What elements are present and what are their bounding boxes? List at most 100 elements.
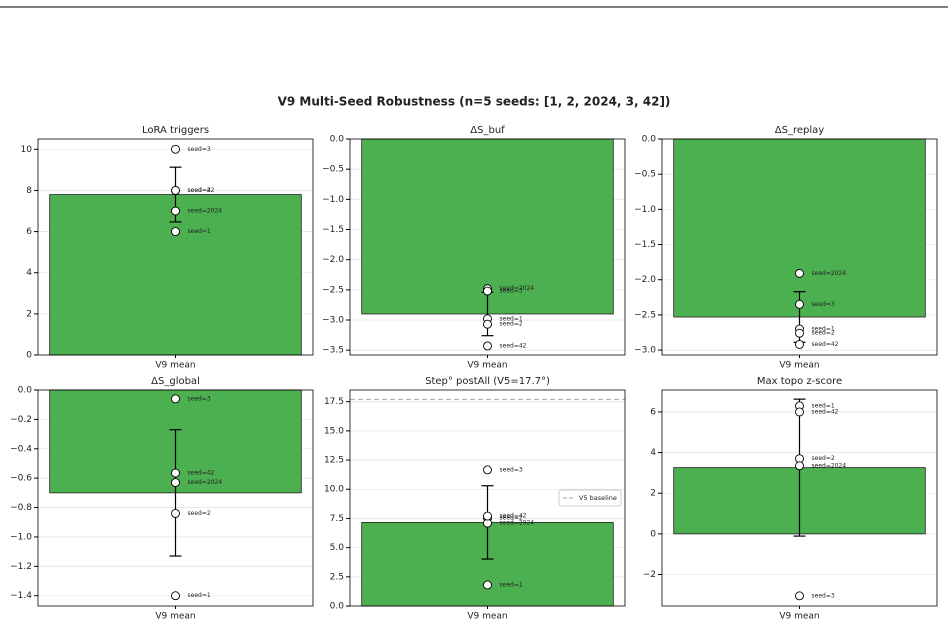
panel-title: Step° postAll (V5=17.7°) <box>425 376 550 387</box>
y-tick-label: 0.0 <box>330 135 345 145</box>
axes-frame <box>661 389 938 607</box>
seed-label: seed=3 <box>188 395 211 402</box>
seed-label: seed=3 <box>500 466 523 473</box>
seed-label: seed=3 <box>812 592 835 599</box>
x-tick-label: V9 mean <box>467 612 507 622</box>
seed-point <box>795 268 804 278</box>
y-tick-label: 17.5 <box>324 397 344 407</box>
seed-label: seed=2 <box>812 455 835 462</box>
seed-label: seed=2024 <box>812 270 847 277</box>
y-tick-label: −1.0 <box>322 195 344 205</box>
seed-label: seed=2024 <box>500 285 535 292</box>
x-tick-label: V9 mean <box>779 612 819 622</box>
seed-point <box>795 339 804 349</box>
y-tick-label: 6 <box>650 407 656 417</box>
y-tick-label: 0.0 <box>330 602 345 612</box>
y-tick-label: 0 <box>650 529 656 539</box>
seed-label: seed=3 <box>188 146 211 153</box>
seed-point <box>483 511 492 521</box>
y-tick-label: −0.2 <box>10 415 32 425</box>
seed-point <box>483 319 492 329</box>
seed-label: seed=42 <box>812 341 839 348</box>
seed-label: seed=2024 <box>188 479 223 486</box>
y-tick-label: −1.5 <box>322 225 344 235</box>
seed-point <box>483 465 492 475</box>
seed-point <box>171 478 180 488</box>
y-tick-label: −1.5 <box>634 240 656 250</box>
y-tick-label: 0 <box>26 351 32 361</box>
y-tick-label: −0.5 <box>634 170 656 180</box>
seed-label: seed=42 <box>500 342 527 349</box>
seed-point <box>171 591 180 601</box>
y-tick-label: −1.0 <box>10 532 32 542</box>
panel-title: LoRA triggers <box>142 125 209 136</box>
seed-label: seed=1 <box>500 581 523 588</box>
x-tick-label: V9 mean <box>155 361 195 371</box>
seed-label: seed=1 <box>500 315 523 322</box>
y-tick-label: 0.0 <box>642 135 657 145</box>
y-tick-label: 5.0 <box>330 543 345 553</box>
panel-title: Max topo z-score <box>757 376 842 387</box>
error-bar <box>169 429 182 557</box>
seed-point <box>795 328 804 338</box>
x-tick-label: V9 mean <box>155 612 195 622</box>
legend-box <box>558 489 622 507</box>
y-tick-label: −2.5 <box>322 285 344 295</box>
y-tick-label: 2.5 <box>330 572 344 582</box>
axes-frame <box>37 138 314 356</box>
seed-label: seed=2024 <box>812 462 847 469</box>
axes-frame <box>349 389 626 607</box>
y-tick-label: −1.0 <box>634 205 656 215</box>
y-tick-label: −0.6 <box>10 474 32 484</box>
seed-label: seed=1 <box>812 325 835 332</box>
seed-point <box>795 299 804 309</box>
y-tick-label: −1.2 <box>10 562 32 572</box>
seed-label: seed=2 <box>188 187 211 194</box>
seed-label: seed=42 <box>188 470 215 477</box>
y-tick-label: 10 <box>21 145 33 155</box>
y-tick-label: −0.8 <box>10 503 32 513</box>
y-tick-label: −2.5 <box>634 310 656 320</box>
y-tick-label: −0.5 <box>322 165 344 175</box>
legend-label: V5 baseline <box>579 494 617 502</box>
seed-point <box>483 580 492 590</box>
seed-label: seed=2 <box>500 321 523 328</box>
seed-label: seed=1 <box>188 228 211 235</box>
seed-label: seed=2024 <box>188 208 223 215</box>
seed-point <box>171 394 180 404</box>
seed-label: seed=1 <box>812 402 835 409</box>
seed-point <box>171 144 180 154</box>
seed-label: seed=2 <box>188 510 211 517</box>
seed-point <box>795 591 804 601</box>
seed-point <box>795 461 804 471</box>
y-tick-label: 6 <box>26 227 32 237</box>
y-tick-label: 4 <box>650 448 656 458</box>
y-tick-label: 15.0 <box>324 426 344 436</box>
seed-label: seed=3 <box>500 288 523 295</box>
seed-point <box>171 206 180 216</box>
panel-title: ΔS_buf <box>470 125 505 136</box>
panel-title: ΔS_replay <box>775 125 824 136</box>
y-tick-label: 0.0 <box>18 386 33 396</box>
y-tick-label: 2 <box>26 309 32 319</box>
y-tick-label: −2.0 <box>634 275 656 285</box>
axes-frame <box>37 389 314 607</box>
seed-label: seed=1 <box>188 592 211 599</box>
seed-label: seed=2 <box>500 514 523 521</box>
y-tick-label: 7.5 <box>330 514 344 524</box>
y-tick-label: 2 <box>650 489 656 499</box>
y-tick-label: −0.4 <box>10 444 32 454</box>
figure-title: V9 Multi-Seed Robustness (n=5 seeds: [1,… <box>278 95 671 109</box>
seed-label: seed=2024 <box>500 520 535 527</box>
y-tick-label: −1.4 <box>10 591 32 601</box>
y-tick-label: −3.5 <box>322 346 344 356</box>
y-tick-label: 4 <box>26 268 32 278</box>
bar <box>673 138 926 318</box>
seed-label: seed=42 <box>812 408 839 415</box>
seed-point <box>483 286 492 296</box>
axes-frame <box>661 138 938 356</box>
y-tick-label: 12.5 <box>324 456 344 466</box>
x-tick-label: V9 mean <box>467 361 507 371</box>
seed-label: seed=42 <box>500 513 527 520</box>
